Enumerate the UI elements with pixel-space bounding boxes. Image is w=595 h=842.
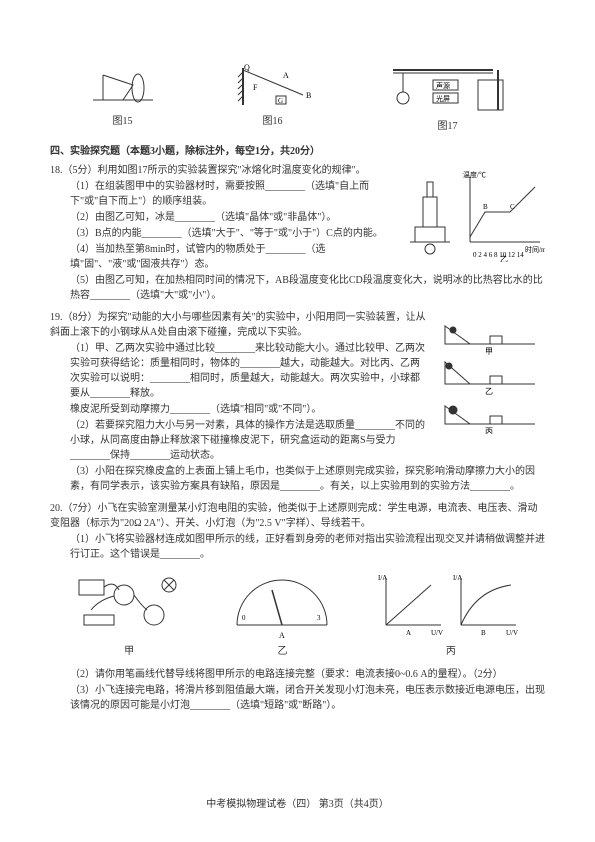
svg-text:U/V: U/V xyxy=(431,629,443,637)
fig15-label: 图15 xyxy=(83,114,163,129)
q20-label-bing: 丙 xyxy=(376,644,526,659)
svg-text:B: B xyxy=(483,203,488,211)
top-figure-row: 图15 Q A B G F 图16 声源 光屏 xyxy=(50,60,545,134)
svg-text:I/A: I/A xyxy=(453,574,462,582)
svg-text:乙: 乙 xyxy=(500,255,508,262)
q20-fig-yi: 0 3 A 乙 xyxy=(227,570,337,659)
q20-p2: （2）请你用笔画线代替导线将图甲所示的电路连接完整（要求：电流表接0~0.6 A… xyxy=(50,667,545,682)
q20-p3: （3）小飞连接完电路，将滑片移到阻值最大端，闭合开关发现小灯泡未亮，电压表示数接… xyxy=(50,683,545,713)
figure-15: 图15 xyxy=(83,60,163,134)
svg-text:G: G xyxy=(278,97,283,105)
q20-label-jia: 甲 xyxy=(69,644,189,659)
q18-figure: 温度/℃ 时间/min B C 0 2 4 6 8 10 12 14 乙 xyxy=(405,167,545,267)
svg-text:B: B xyxy=(481,629,486,637)
q20-fig-jia: 甲 xyxy=(69,570,189,659)
svg-text:光屏: 光屏 xyxy=(436,94,450,103)
svg-text:0 2 4 6 8 10 12 14: 0 2 4 6 8 10 12 14 xyxy=(473,251,524,259)
svg-text:C: C xyxy=(510,203,515,211)
figure-17: 声源 光屏 图17 xyxy=(383,60,513,134)
fig16-label: 图16 xyxy=(228,114,318,129)
svg-text:A: A xyxy=(406,629,411,637)
question-19: 甲 乙 丙 19.（8分）为探究"动能的大小与哪些因素有关"的实验中，小阳用同一… xyxy=(50,310,545,495)
svg-text:A: A xyxy=(279,631,285,640)
q20-label-yi: 乙 xyxy=(227,644,337,659)
svg-text:B: B xyxy=(306,91,311,100)
svg-text:声源: 声源 xyxy=(436,81,450,90)
fig17-label: 图17 xyxy=(383,119,513,134)
svg-text:丙: 丙 xyxy=(485,427,493,434)
svg-text:I/A: I/A xyxy=(378,574,387,582)
svg-text:U/V: U/V xyxy=(506,629,518,637)
svg-text:A: A xyxy=(283,71,289,80)
q20-fig-bing: I/A U/V A I/A U/V B 丙 xyxy=(376,570,526,659)
svg-text:乙: 乙 xyxy=(485,387,493,396)
svg-text:F: F xyxy=(253,83,258,92)
figure-16: Q A B G F 图16 xyxy=(228,60,318,134)
q20-stem: 20.（7分）小飞在实验室测量某小灯泡电阻的实验，他类似于上述原则完成：学生电源… xyxy=(50,501,545,531)
page-footer: 中考模拟物理试卷（四） 第3页（共4页） xyxy=(0,797,595,812)
svg-text:甲: 甲 xyxy=(485,347,493,356)
question-18: 温度/℃ 时间/min B C 0 2 4 6 8 10 12 14 乙 18.… xyxy=(50,163,545,304)
q18-p5: （5）由图乙可知，在加热相同时间的情况下，AB段温度变化比CD段温度变化大，说明… xyxy=(50,273,545,303)
section-4-header: 四、实验探究题（本题3小题，除标注外，每空1分，共20分） xyxy=(50,144,545,159)
svg-text:0: 0 xyxy=(242,614,246,622)
q19-p4: （3）小阳在探究橡皮盒的上表面上铺上毛巾，也类似于上述原则完成实验，探究影响滑动… xyxy=(50,464,545,494)
q20-figures: 甲 0 3 A 乙 I/A U/V A I/A xyxy=(50,570,545,659)
svg-text:时间/min: 时间/min xyxy=(525,245,545,254)
question-20: 20.（7分）小飞在实验室测量某小灯泡电阻的实验，他类似于上述原则完成：学生电源… xyxy=(50,501,545,713)
q20-p1: （1）小飞将实验器材连成如图甲所示的线，正好看到身旁的老师对指出实验流程出现交叉… xyxy=(50,532,545,562)
svg-text:3: 3 xyxy=(317,614,321,622)
svg-text:Q: Q xyxy=(244,63,250,72)
svg-text:温度/℃: 温度/℃ xyxy=(463,170,486,179)
q19-figure: 甲 乙 丙 xyxy=(435,314,545,439)
